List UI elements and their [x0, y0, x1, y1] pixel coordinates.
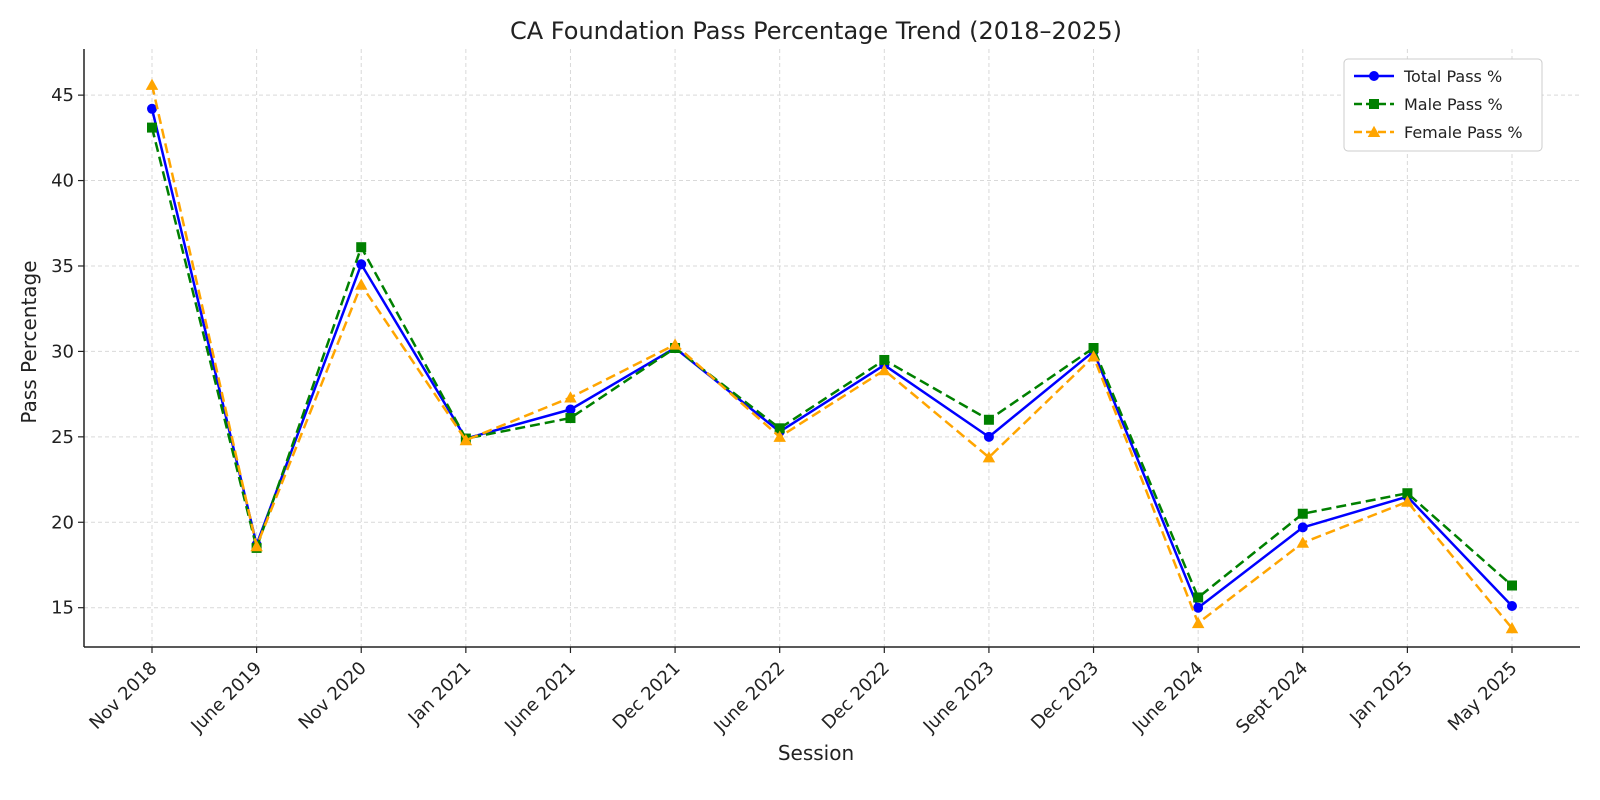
y-tick-label: 15 [51, 598, 74, 619]
legend-label: Male Pass % [1404, 95, 1503, 114]
data-point [356, 259, 367, 270]
data-point [356, 242, 367, 253]
series-female [145, 78, 1519, 634]
x-tick-label: Nov 2020 [295, 658, 371, 734]
x-tick-label: Dec 2023 [1027, 658, 1103, 734]
x-tick-label: June 2024 [1128, 658, 1208, 738]
x-tick-label: Nov 2018 [85, 658, 161, 734]
data-point [983, 431, 994, 442]
legend-box [1343, 58, 1543, 152]
data-point [878, 363, 891, 376]
data-point [459, 434, 473, 446]
x-tick-label: June 2021 [500, 658, 580, 738]
x-tick-label: June 2022 [710, 658, 790, 738]
x-tick-label: Sept 2024 [1232, 658, 1312, 738]
legend-label: Total Pass % [1403, 67, 1502, 86]
data-point [1193, 592, 1204, 603]
data-point [147, 103, 157, 114]
data-point [1507, 600, 1517, 611]
y-axis-label: Pass Percentage [17, 260, 41, 423]
x-tick-label: June 2023 [919, 658, 999, 738]
y-tick-label: 45 [51, 85, 74, 106]
y-axis-ticks: 15 20 25 30 35 40 45 [51, 85, 84, 619]
y-tick-label: 25 [51, 427, 74, 448]
series-layer [145, 78, 1519, 634]
legend-item: Total Pass % [1354, 67, 1502, 86]
x-tick-label: Jan 2025 [1345, 658, 1417, 730]
y-tick-label: 35 [51, 256, 74, 277]
data-point [983, 414, 994, 425]
data-point [982, 451, 996, 463]
data-point [1369, 71, 1379, 81]
data-point [1297, 508, 1308, 519]
data-point [565, 404, 576, 415]
data-point [1369, 99, 1379, 109]
x-axis-label: Session [778, 741, 854, 765]
axes [83, 49, 1580, 648]
series-line [150, 84, 1513, 630]
data-point [354, 278, 368, 290]
data-point [147, 122, 157, 133]
data-point [1505, 621, 1519, 634]
data-point [774, 423, 785, 434]
y-tick-label: 40 [51, 171, 74, 192]
data-point [564, 391, 577, 403]
legend-item: Male Pass % [1354, 95, 1503, 114]
data-point [565, 413, 576, 424]
y-tick-label: 20 [51, 512, 74, 533]
chart-title: CA Foundation Pass Percentage Trend (201… [510, 17, 1122, 45]
legend: Total Pass % Male Pass % Female Pass % [1343, 58, 1543, 152]
data-point [879, 354, 890, 365]
x-tick-label: Dec 2021 [609, 658, 685, 734]
data-point [668, 338, 682, 350]
data-point [1402, 488, 1413, 499]
data-point [1191, 616, 1205, 629]
data-point [1193, 602, 1204, 613]
x-tick-label: June 2019 [186, 658, 266, 738]
y-tick-label: 30 [51, 341, 74, 362]
data-point [1297, 522, 1308, 533]
data-point [1088, 343, 1099, 353]
x-tick-label: Dec 2022 [818, 658, 894, 734]
data-point [145, 78, 159, 90]
data-point [1507, 580, 1517, 591]
data-point [1401, 495, 1414, 507]
legend-label: Female Pass % [1404, 123, 1523, 142]
data-point [1296, 536, 1310, 548]
series-line [150, 127, 1513, 599]
data-point [773, 430, 786, 442]
series-male [147, 122, 1517, 603]
series-line [150, 108, 1513, 609]
x-tick-label: May 2025 [1444, 658, 1522, 736]
legend-item: Female Pass % [1354, 123, 1523, 142]
x-axis-ticks: Nov 2018 June 2019 Nov 2020 Jan 2021 June 20… [85, 647, 1522, 738]
data-point [1087, 350, 1100, 362]
data-point [1367, 125, 1381, 137]
x-tick-label: Jan 2021 [404, 658, 476, 730]
data-point [250, 539, 263, 552]
